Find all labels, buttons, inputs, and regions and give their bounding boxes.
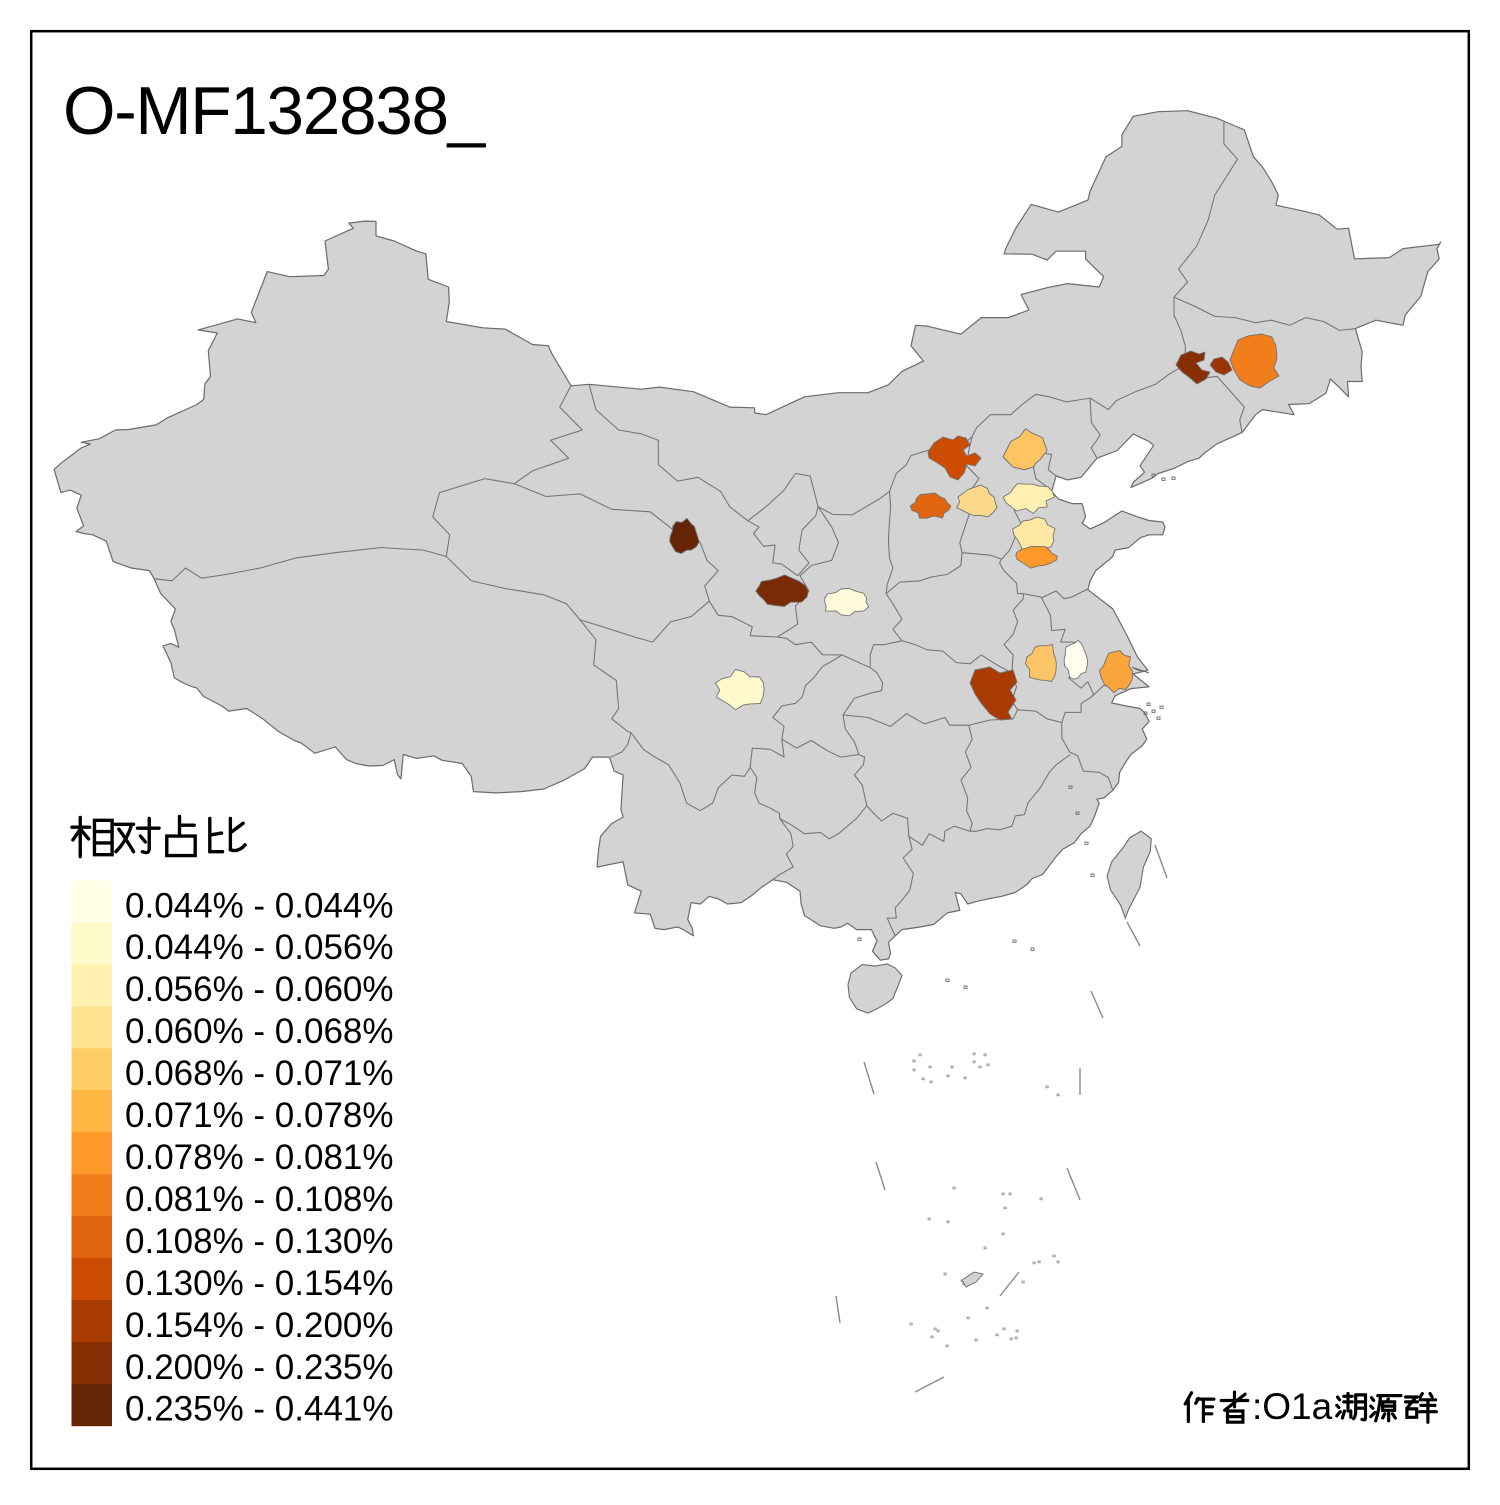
svg-text::O1a: :O1a [1252,1386,1333,1427]
svg-text:0.078% - 0.081%: 0.078% - 0.081% [125,1138,394,1177]
svg-text:0.044% - 0.056%: 0.044% - 0.056% [125,928,394,967]
svg-text:0.060% - 0.068%: 0.060% - 0.068% [125,1012,394,1051]
svg-text:0.130% - 0.154%: 0.130% - 0.154% [125,1264,394,1303]
svg-text:0.108% - 0.130%: 0.108% - 0.130% [125,1222,394,1261]
svg-text:0.068% - 0.071%: 0.068% - 0.071% [125,1054,394,1093]
svg-text:0.056% - 0.060%: 0.056% - 0.060% [125,970,394,1009]
svg-text:0.235% - 0.441%: 0.235% - 0.441% [125,1390,394,1429]
svg-text:O-MF132838_: O-MF132838_ [63,74,487,149]
svg-text:0.044% - 0.044%: 0.044% - 0.044% [125,886,394,925]
svg-text:0.081% - 0.108%: 0.081% - 0.108% [125,1180,394,1219]
svg-text:0.154% - 0.200%: 0.154% - 0.200% [125,1306,394,1345]
svg-text:0.071% - 0.078%: 0.071% - 0.078% [125,1096,394,1135]
svg-text:0.200% - 0.235%: 0.200% - 0.235% [125,1348,394,1387]
